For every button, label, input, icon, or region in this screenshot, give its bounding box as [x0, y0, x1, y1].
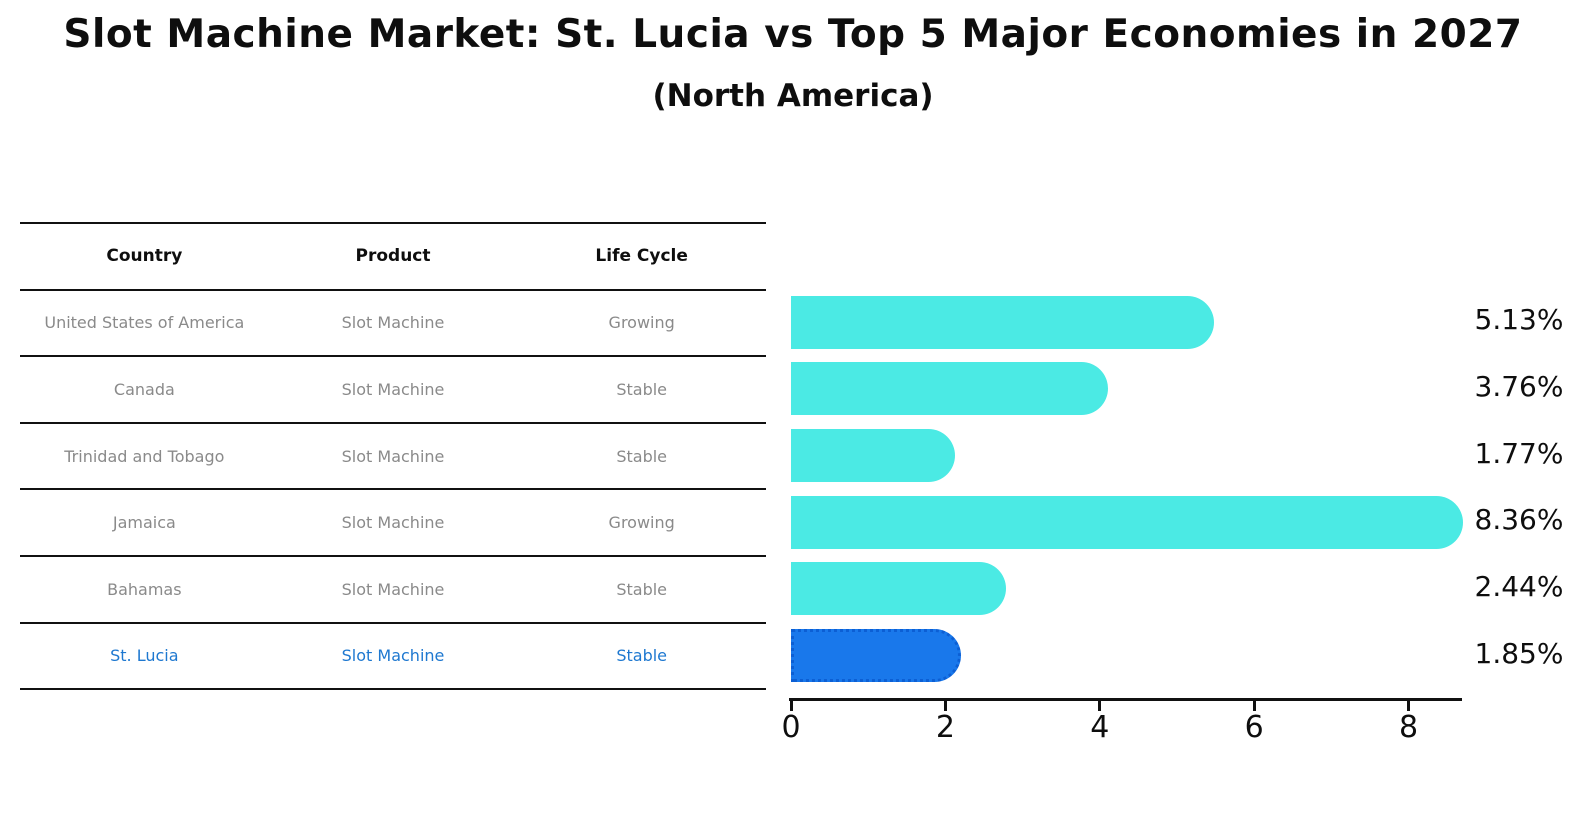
country-cell: Canada — [113, 379, 175, 399]
life-cycle-cell: Stable — [616, 379, 668, 399]
life-cycle-cell: Stable — [616, 646, 668, 666]
column-header-product: Product — [355, 246, 431, 267]
bar-st-lucia — [791, 629, 961, 682]
x-axis-tick — [1252, 701, 1256, 711]
chart-subtitle: (North America) — [652, 78, 934, 114]
life-cycle-cell: Growing — [608, 313, 675, 333]
x-axis-tick — [943, 701, 947, 711]
bar-trinidad-and-tobago — [791, 429, 955, 483]
table-row: Bahamas Slot Machine Stable — [20, 557, 766, 624]
bar-jamaica — [791, 495, 1464, 549]
life-cycle-cell: Stable — [616, 446, 668, 466]
column-header-country: Country — [106, 246, 183, 267]
table-row: Jamaica Slot Machine Growing — [20, 490, 766, 557]
x-axis-tick-label: 2 — [935, 710, 955, 745]
table-header-row: Country Product Life Cycle — [20, 224, 766, 291]
country-cell: Jamaica — [112, 513, 176, 533]
table-body: United States of America Slot Machine Gr… — [20, 291, 766, 691]
product-cell: Slot Machine — [341, 646, 445, 666]
value-label: 1.77% — [1474, 436, 1564, 470]
country-cell: St. Lucia — [110, 646, 179, 666]
x-axis-tick-label: 6 — [1244, 710, 1264, 745]
value-label: 3.76% — [1474, 369, 1564, 403]
life-cycle-cell: Stable — [616, 579, 668, 599]
value-label: 1.85% — [1474, 636, 1564, 670]
table-row: Canada Slot Machine Stable — [20, 357, 766, 424]
product-cell: Slot Machine — [341, 379, 445, 399]
value-label: 5.13% — [1474, 303, 1564, 337]
x-axis-line — [789, 698, 1462, 701]
x-axis-tick — [1407, 701, 1411, 711]
table-row: United States of America Slot Machine Gr… — [20, 291, 766, 358]
country-cell: United States of America — [44, 313, 245, 333]
x-axis-tick — [789, 701, 793, 711]
country-table: Country Product Life Cycle United States… — [20, 222, 766, 691]
product-cell: Slot Machine — [341, 313, 445, 333]
value-label: 2.44% — [1474, 569, 1564, 603]
bar-bahamas — [791, 562, 1007, 616]
bar-united-states-of-america — [791, 295, 1215, 349]
x-axis-tick-label: 8 — [1399, 710, 1419, 745]
x-axis-tick-label: 4 — [1090, 710, 1110, 745]
country-cell: Trinidad and Tobago — [64, 446, 225, 466]
country-cell: Bahamas — [107, 579, 182, 599]
table-row: Trinidad and Tobago Slot Machine Stable — [20, 424, 766, 491]
bar-canada — [791, 362, 1109, 416]
x-axis-tick-label: 0 — [781, 710, 801, 745]
life-cycle-cell: Growing — [608, 513, 675, 533]
product-cell: Slot Machine — [341, 513, 445, 533]
chart-title: Slot Machine Market: St. Lucia vs Top 5 … — [63, 12, 1523, 57]
column-header-life-cycle: Life Cycle — [595, 246, 688, 267]
table-row: St. Lucia Slot Machine Stable — [20, 624, 766, 691]
value-label: 8.36% — [1474, 503, 1564, 537]
x-axis-tick — [1098, 701, 1102, 711]
product-cell: Slot Machine — [341, 446, 445, 466]
product-cell: Slot Machine — [341, 579, 445, 599]
